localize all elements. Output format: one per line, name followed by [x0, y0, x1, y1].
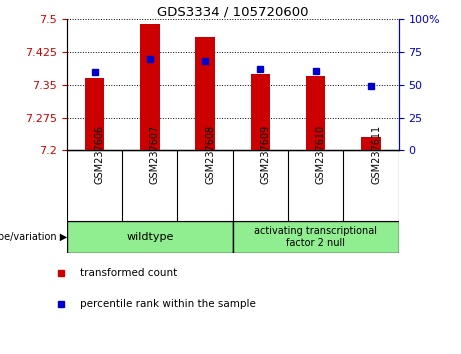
Title: GDS3334 / 105720600: GDS3334 / 105720600: [157, 5, 308, 18]
Text: genotype/variation ▶: genotype/variation ▶: [0, 232, 67, 242]
Bar: [140, 24, 160, 150]
Text: GSM237611: GSM237611: [371, 124, 381, 184]
Text: wildtype: wildtype: [126, 232, 173, 242]
Bar: [195, 37, 215, 150]
Text: percentile rank within the sample: percentile rank within the sample: [80, 298, 256, 309]
Text: transformed count: transformed count: [80, 268, 177, 279]
Text: GSM237609: GSM237609: [260, 124, 271, 184]
Text: GSM237608: GSM237608: [205, 124, 215, 184]
Text: activating transcriptional
factor 2 null: activating transcriptional factor 2 null: [254, 226, 377, 248]
Bar: [361, 137, 381, 150]
Text: GSM237607: GSM237607: [150, 124, 160, 184]
Text: GSM237606: GSM237606: [95, 124, 105, 184]
Text: GSM237610: GSM237610: [316, 124, 326, 184]
Bar: [233, 221, 399, 253]
Bar: [251, 74, 270, 150]
Bar: [85, 79, 104, 150]
Bar: [67, 221, 233, 253]
Bar: [306, 76, 325, 150]
